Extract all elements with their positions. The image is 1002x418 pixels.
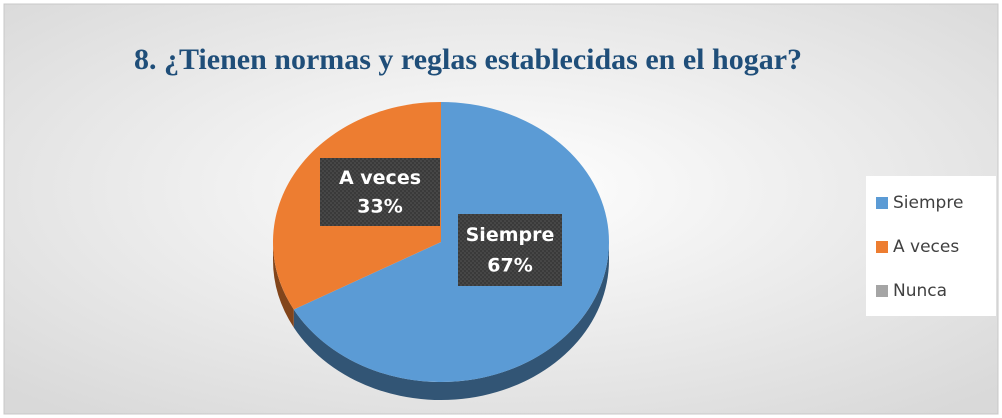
data-label-value: 33%	[357, 195, 402, 217]
slice-side	[273, 242, 294, 328]
data-label-box	[458, 214, 562, 286]
legend-swatch	[876, 197, 888, 209]
data-label-name: Siempre	[466, 224, 555, 246]
legend-label: Nunca	[893, 281, 947, 301]
data-label-box	[320, 158, 440, 226]
legend-swatch	[876, 241, 888, 253]
chart-title: 8. ¿Tienen normas y reglas establecidas …	[134, 43, 802, 76]
legend-label: A veces	[893, 237, 959, 257]
legend-label: Siempre	[893, 193, 963, 213]
data-label-name: A veces	[339, 167, 421, 189]
slice	[293, 102, 609, 382]
legend-swatch	[876, 285, 888, 297]
data-label-value: 67%	[487, 254, 532, 276]
